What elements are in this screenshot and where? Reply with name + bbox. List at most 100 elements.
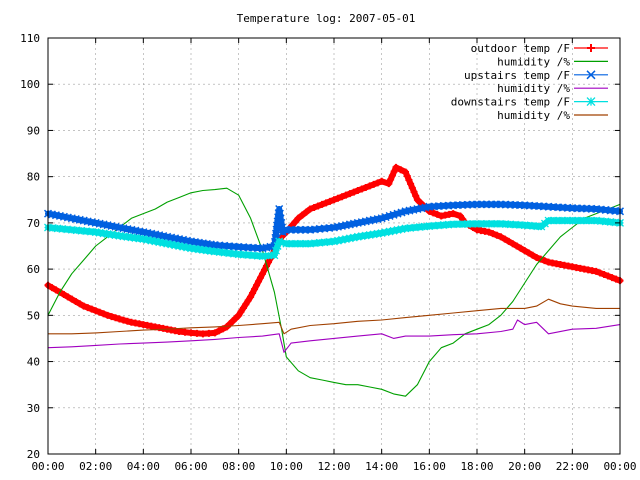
series-4-downstairs-temp-f-point xyxy=(357,232,366,241)
series-2-upstairs-temp-f xyxy=(43,200,625,253)
series-0-outdoor-temp-f-point xyxy=(493,231,501,239)
series-0-outdoor-temp-f-point xyxy=(249,289,257,297)
series-4-downstairs-temp-f-point xyxy=(496,219,505,228)
series-4-downstairs-temp-f-point xyxy=(287,239,296,248)
series-0-outdoor-temp-f-point xyxy=(205,329,213,337)
series-0-outdoor-temp-f-point xyxy=(52,286,60,294)
series-4-downstairs-temp-f-point xyxy=(492,219,501,228)
series-4-downstairs-temp-f-point xyxy=(310,239,319,248)
series-4-downstairs-temp-f-point xyxy=(320,238,329,247)
series-4-downstairs-temp-f-point xyxy=(99,229,108,238)
series-4-downstairs-temp-f-point xyxy=(515,220,524,229)
series-4-downstairs-temp-f-point xyxy=(179,242,188,251)
series-0-outdoor-temp-f-point xyxy=(239,304,247,312)
series-0-outdoor-temp-f-point xyxy=(298,211,306,219)
series-0-outdoor-temp-f-point xyxy=(378,177,386,185)
series-0-outdoor-temp-f-point xyxy=(255,277,263,285)
y-tick-label: 100 xyxy=(20,78,40,91)
series-0-outdoor-temp-f-point xyxy=(600,271,608,279)
series-0-outdoor-temp-f-point xyxy=(310,203,318,211)
series-0-outdoor-temp-f-point xyxy=(604,272,612,280)
series-4-downstairs-temp-f-point xyxy=(48,224,57,232)
series-0-outdoor-temp-f-point xyxy=(76,300,84,308)
series-0-outdoor-temp-f-point xyxy=(374,179,382,187)
series-0-outdoor-temp-f-point xyxy=(521,247,529,255)
series-0-outdoor-temp-f-point xyxy=(612,275,620,283)
series-0-outdoor-temp-f-point xyxy=(370,180,378,188)
series-4-downstairs-temp-f-point xyxy=(596,217,605,225)
series-0-outdoor-temp-f-point xyxy=(407,180,415,188)
series-4-downstairs-temp-f-point xyxy=(191,244,199,253)
series-0-outdoor-temp-f-point xyxy=(88,305,96,313)
series-4-downstairs-temp-f-point xyxy=(592,216,601,225)
series-4-downstairs-temp-f-point xyxy=(554,216,562,225)
series-0-outdoor-temp-f-point xyxy=(387,176,395,184)
series-4-downstairs-temp-f-point xyxy=(411,223,419,232)
series-4-downstairs-temp-f-point xyxy=(183,243,191,252)
series-0-outdoor-temp-f-point xyxy=(116,315,123,323)
series-4-downstairs-temp-f-point xyxy=(198,245,207,254)
series-0-outdoor-temp-f-point xyxy=(362,183,370,191)
series-0-outdoor-temp-f-point xyxy=(72,297,80,305)
series-4-downstairs-temp-f-point xyxy=(239,250,248,259)
series-0-outdoor-temp-f-point xyxy=(259,270,266,278)
series-4-downstairs-temp-f-point xyxy=(210,247,219,256)
series-0-outdoor-temp-f-point xyxy=(354,187,362,195)
series-4-downstairs-temp-f-point xyxy=(306,239,315,248)
series-4-downstairs-temp-f-point xyxy=(397,225,406,234)
x-tick-label: 16:00 xyxy=(413,460,446,473)
series-0-outdoor-temp-f-point xyxy=(505,237,513,245)
series-0-outdoor-temp-f-point xyxy=(215,327,223,335)
series-4-downstairs-temp-f-point xyxy=(473,219,481,228)
y-tick-label: 30 xyxy=(27,402,40,415)
series-0-outdoor-temp-f-point xyxy=(175,328,183,336)
x-tick-label: 14:00 xyxy=(365,460,398,473)
series-0-outdoor-temp-f-point xyxy=(529,251,537,259)
series-0-outdoor-temp-f-point xyxy=(306,205,314,213)
series-0-outdoor-temp-f-point xyxy=(385,180,393,188)
x-tick-label: 20:00 xyxy=(508,460,541,473)
series-4-downstairs-temp-f-point xyxy=(529,221,537,230)
series-5-humidity-legend-label: humidity /% xyxy=(497,109,570,122)
x-tick-label: 00:00 xyxy=(603,460,636,473)
series-0-outdoor-temp-f-point xyxy=(346,190,354,198)
series-0-outdoor-temp-f-point xyxy=(408,184,416,192)
series-4-downstairs-temp-f-point xyxy=(501,220,510,229)
series-4-downstairs-temp-f-point xyxy=(544,216,553,225)
series-4-downstairs-temp-f-point xyxy=(103,230,112,238)
series-4-downstairs-temp-f-point xyxy=(330,237,338,246)
series-0-outdoor-temp-f-point xyxy=(513,242,521,250)
series-4-downstairs-temp-f-point xyxy=(420,222,429,231)
y-tick-label: 80 xyxy=(27,171,40,184)
series-4-downstairs-temp-f-point xyxy=(520,221,529,230)
series-4-downstairs-temp-f-point xyxy=(95,228,104,237)
y-tick-label: 110 xyxy=(20,32,40,45)
series-4-downstairs-temp-f-point xyxy=(215,248,224,257)
series-4-downstairs-temp-f-point xyxy=(67,225,76,234)
series-0-outdoor-temp-f-point xyxy=(244,297,252,305)
series-0-outdoor-temp-f-point xyxy=(541,257,549,265)
series-0-outdoor-temp-f-point xyxy=(251,285,259,293)
series-4-downstairs-temp-f-point xyxy=(225,249,234,258)
series-0-outdoor-temp-f-legend-marker xyxy=(587,44,595,52)
series-0-outdoor-temp-f-point xyxy=(302,208,310,216)
y-tick-label: 20 xyxy=(27,448,40,461)
series-0-outdoor-temp-f-point xyxy=(318,200,326,208)
series-0-outdoor-temp-f-point xyxy=(326,197,334,205)
x-tick-label: 18:00 xyxy=(460,460,493,473)
series-5-humidity-line xyxy=(47,298,621,335)
series-4-downstairs-temp-f-point xyxy=(220,248,229,257)
series-0-outdoor-temp-f-point xyxy=(253,281,261,289)
series-3-humidity-legend-label: humidity /% xyxy=(497,82,570,95)
series-4-downstairs-temp-f-point xyxy=(111,231,120,240)
x-tick-label: 12:00 xyxy=(317,460,350,473)
y-tick-label: 90 xyxy=(27,124,40,137)
x-tick-label: 00:00 xyxy=(31,460,64,473)
x-tick-label: 10:00 xyxy=(270,460,303,473)
series-layer xyxy=(43,163,625,397)
series-1-humidity-legend-label: humidity /% xyxy=(497,55,570,68)
series-4-downstairs-temp-f-point xyxy=(151,237,160,246)
series-3-humidity xyxy=(47,319,621,353)
